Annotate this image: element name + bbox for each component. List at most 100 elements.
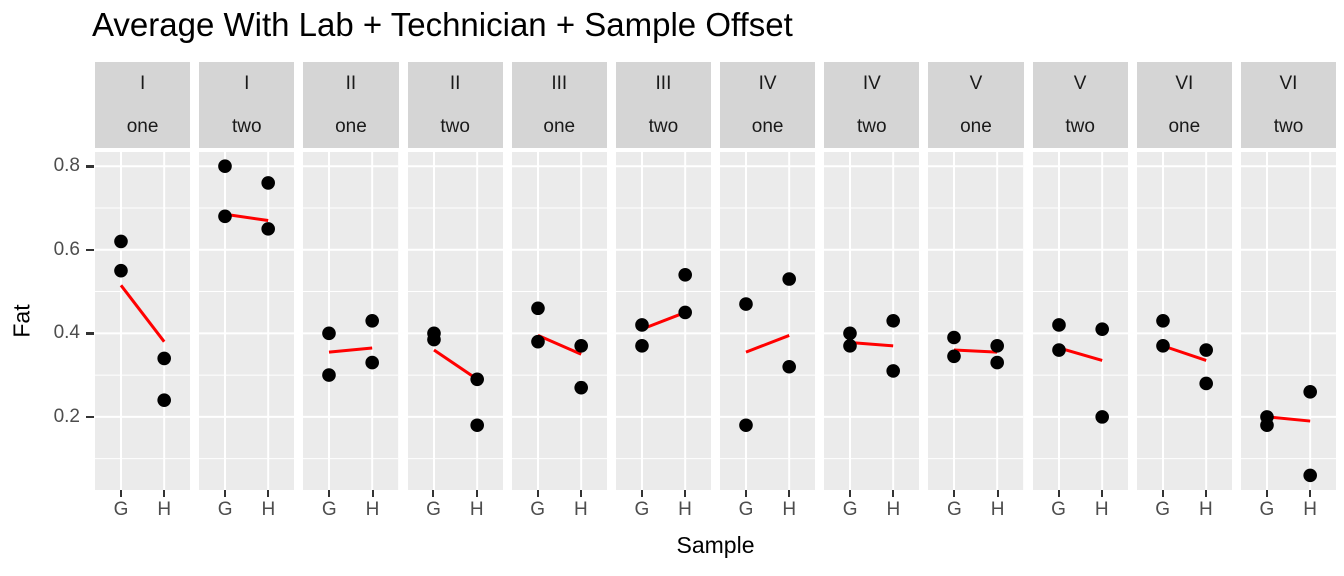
facet-strip-lab-label: III [615, 62, 712, 105]
data-point [469, 372, 484, 387]
data-point [782, 359, 797, 374]
facet-strip-group-label: two [407, 105, 503, 148]
facet-strip-group-label: two [1032, 105, 1128, 148]
trend-line [224, 212, 269, 223]
y-axis-title: Fat [8, 304, 35, 338]
data-point [947, 330, 962, 345]
trend-line [954, 348, 998, 354]
x-tick-label: H [782, 499, 797, 520]
data-point [1303, 385, 1317, 399]
x-tick-label: G [1259, 499, 1275, 520]
facet-strip-lab-label: V [928, 62, 1024, 105]
data-point [739, 418, 753, 433]
facet-VI-two: VI two G H [1240, 62, 1337, 526]
data-point [1051, 343, 1066, 357]
facet-strip-lab-label: III [511, 62, 607, 105]
x-tick-mark [849, 490, 852, 497]
data-point [365, 355, 380, 370]
data-point [635, 339, 649, 353]
trend-line [850, 341, 894, 348]
x-tick-mark [1161, 490, 1164, 497]
trend-line [641, 311, 686, 331]
facet-strip-group-label: two [1240, 105, 1337, 148]
data-point [843, 326, 857, 341]
data-point [157, 351, 171, 366]
data-point [574, 380, 588, 395]
data-point [114, 234, 128, 249]
data-point [678, 305, 692, 320]
facet-panel [615, 152, 712, 490]
facet-strip-lab-label: IV [720, 62, 816, 105]
x-tick-mark [371, 490, 374, 497]
facet-strip-lab-label: II [407, 62, 503, 105]
x-tick-mark [1204, 490, 1207, 497]
facet-panel [511, 152, 607, 490]
data-point [990, 355, 1005, 370]
x-tick-mark [224, 490, 227, 497]
x-tick-mark [579, 490, 582, 497]
data-point [426, 332, 441, 347]
x-tick-mark [953, 490, 956, 497]
x-tick-label: G [946, 499, 962, 520]
data-point [261, 176, 276, 190]
x-tick-label: H [157, 499, 172, 520]
facet-strip-group-label: two [615, 105, 712, 148]
x-tick-label: G [321, 499, 337, 520]
trend-line [1058, 346, 1103, 362]
data-point [1094, 322, 1109, 336]
x-tick-mark [1265, 490, 1268, 497]
data-point [114, 263, 128, 278]
facet-strip-group-label: two [199, 105, 295, 148]
data-point [1199, 343, 1213, 357]
trend-line [432, 348, 478, 381]
x-tick-mark [432, 490, 435, 497]
data-point [322, 326, 337, 341]
x-tick-mark [267, 490, 270, 497]
x-tick-label: G [113, 499, 129, 520]
x-tick-label: H [365, 499, 380, 520]
data-point [990, 339, 1005, 353]
data-point [218, 159, 232, 174]
x-tick-label: H [469, 499, 484, 520]
data-point [947, 349, 962, 364]
trend-line [329, 346, 373, 354]
data-point [218, 209, 232, 224]
data-point [678, 268, 692, 282]
y-tick-label: 0.6 [53, 238, 80, 260]
x-tick-label: H [574, 499, 588, 520]
y-tick-mark [86, 332, 94, 335]
data-point [469, 418, 484, 433]
x-tick-mark [1100, 490, 1103, 497]
facet-strip-group-label: one [720, 105, 816, 148]
data-point [1199, 376, 1213, 391]
x-tick-label: G [842, 499, 858, 520]
trend-line [119, 284, 166, 343]
y-tick-mark [86, 415, 94, 419]
facet-panel [928, 152, 1024, 490]
facet-strip-lab-label: V [1032, 62, 1128, 105]
x-tick-mark [119, 490, 122, 497]
y-tick-label: 0.4 [53, 322, 80, 344]
data-point [530, 301, 545, 316]
x-tick-mark [996, 490, 999, 497]
data-point [157, 393, 171, 407]
x-tick-mark [788, 490, 791, 497]
facet-panel [720, 152, 816, 490]
x-tick-mark [328, 490, 331, 497]
facet-VI-one: VI one G H [1136, 62, 1232, 526]
y-tick-mark [86, 248, 94, 252]
data-point [1155, 313, 1170, 328]
data-point [574, 339, 588, 353]
x-tick-label: G [738, 499, 754, 520]
facet-panel [303, 152, 399, 490]
facet-IV-one: IV one G H [720, 62, 816, 526]
